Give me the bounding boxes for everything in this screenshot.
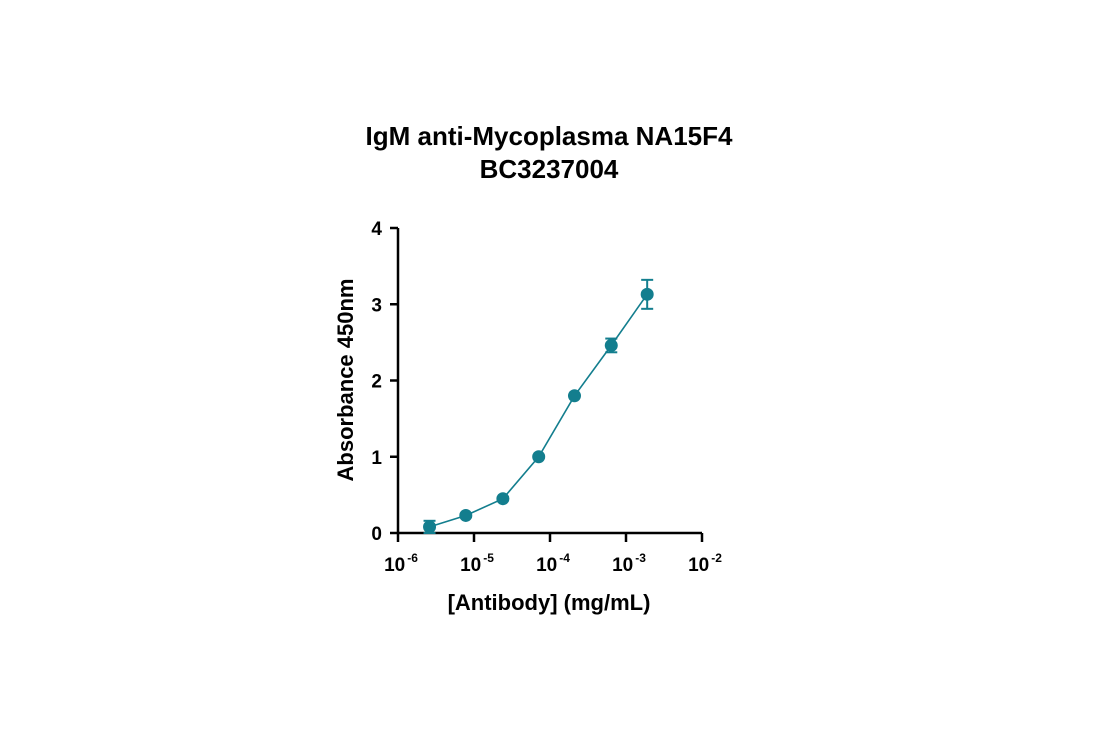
x-tick-base: 10 — [688, 555, 709, 576]
x-tick-label: 10 -3 — [612, 551, 646, 576]
x-tick-exponent: -6 — [407, 551, 418, 565]
y-tick-label: 2 — [371, 372, 382, 393]
x-axis-label: [Antibody] (mg/mL) — [448, 590, 651, 615]
x-tick-label: 10 -5 — [460, 551, 494, 576]
x-tick-base: 10 — [612, 555, 633, 576]
y-tick-label: 4 — [371, 219, 382, 240]
data-point — [604, 338, 618, 352]
plot-area — [423, 278, 654, 534]
x-tick-base: 10 — [384, 555, 405, 576]
x-tick-base: 10 — [536, 555, 557, 576]
x-tick-exponent: -3 — [635, 551, 646, 565]
chart-title-line-1: IgM anti-Mycoplasma NA15F4 — [366, 121, 734, 151]
data-point — [496, 492, 510, 506]
data-point — [567, 389, 581, 403]
data-point — [532, 450, 546, 464]
x-tick-exponent: -5 — [483, 551, 494, 565]
y-tick-label: 1 — [371, 448, 382, 469]
chart-title-line-2: BC3237004 — [480, 154, 619, 184]
x-tick-exponent: -2 — [711, 551, 722, 565]
y-tick-label: 0 — [371, 524, 382, 545]
y-tick-label: 3 — [371, 295, 382, 316]
x-tick-label: 10 -6 — [384, 551, 418, 576]
data-point — [423, 520, 437, 534]
x-tick-exponent: -4 — [559, 551, 570, 565]
x-tick-base: 10 — [460, 555, 481, 576]
axes — [390, 226, 704, 542]
data-point — [640, 287, 654, 301]
x-tick-label: 10 -4 — [536, 551, 570, 576]
series-line — [429, 293, 648, 528]
x-tick-label: 10 -2 — [688, 551, 722, 576]
y-axis-label: Absorbance 450nm — [333, 279, 358, 482]
data-point — [459, 508, 473, 522]
